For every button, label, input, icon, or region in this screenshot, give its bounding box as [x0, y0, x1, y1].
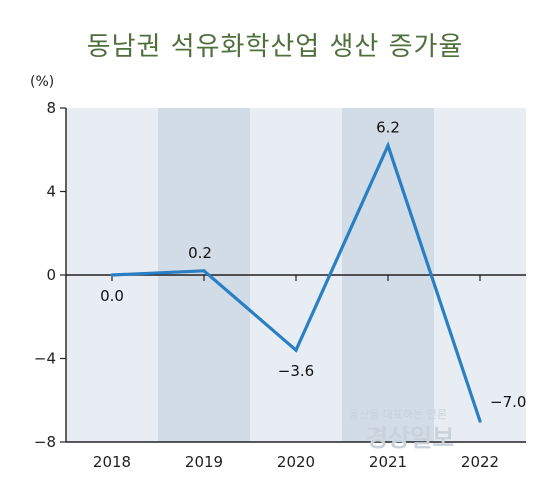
data-label: −3.6 — [278, 362, 314, 380]
chart-title: 동남권 석유화학산업 생산 증가율 — [86, 32, 464, 62]
y-tick-label: 0 — [46, 266, 56, 284]
data-point — [386, 143, 390, 148]
watermark-slogan: 울산을 대표하는 언론 — [349, 407, 447, 421]
x-tick-label: 2022 — [461, 453, 499, 471]
y-tick-label: −4 — [34, 350, 56, 368]
y-tick-label: −8 — [34, 433, 56, 451]
data-point — [202, 269, 206, 273]
x-tick-label: 2019 — [185, 453, 223, 471]
data-label: −7.0 — [490, 393, 526, 411]
watermark-name: 경상일보 — [366, 424, 454, 452]
y-tick-label: 8 — [46, 99, 56, 117]
y-axis-unit: (%) — [30, 74, 55, 90]
data-point — [294, 348, 298, 352]
data-point — [478, 419, 482, 423]
watermark: 울산을 대표하는 언론 경상일보 — [349, 407, 454, 452]
x-tick-label: 2018 — [93, 453, 131, 471]
x-tick-label: 2021 — [369, 453, 407, 471]
data-label: 0.0 — [100, 287, 124, 305]
data-point — [110, 273, 114, 277]
y-tick-label: 4 — [46, 183, 56, 201]
data-label: 0.2 — [188, 244, 212, 262]
x-tick-label: 2020 — [277, 453, 315, 471]
data-label: 6.2 — [376, 119, 400, 137]
